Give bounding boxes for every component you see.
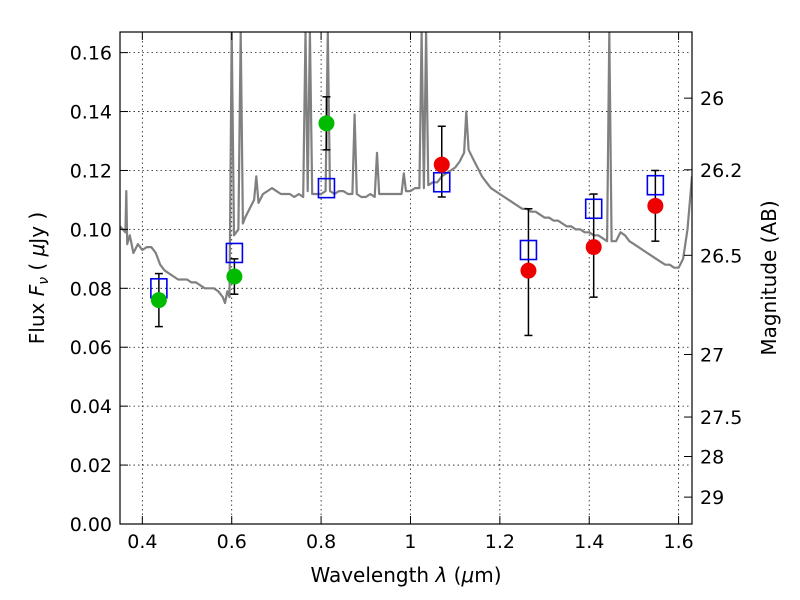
plot-frame <box>119 31 693 525</box>
y-tick-label: 0.04 <box>70 396 112 418</box>
y-tick-label: 0.06 <box>70 337 112 359</box>
model-square-marker <box>519 239 538 261</box>
x-axis-label: Wavelength λ (μm) <box>310 563 501 587</box>
y2-tick-label: 26 <box>700 88 724 110</box>
observed-circle-marker <box>585 239 602 256</box>
model-square-marker <box>646 174 665 196</box>
y2-tick-label: 28 <box>700 447 724 469</box>
x-tick-label: 0.6 <box>217 531 247 553</box>
x-tick-label: 1.2 <box>485 531 515 553</box>
observed-circle-marker <box>433 156 450 173</box>
model-square-marker <box>432 171 451 193</box>
y-axis-ticks: 0.00 0.02 0.04 0.06 0.08 0.10 0.12 0.14 0.16 <box>70 43 128 536</box>
y2-axis-label: Magnitude (AB) <box>757 200 781 355</box>
y-tick-label: 0.10 <box>70 219 112 241</box>
x-tick-label: 1 <box>404 531 416 553</box>
y-tick-label: 0.16 <box>70 43 112 65</box>
y-tick-label: 0.02 <box>70 455 112 477</box>
observed-photometry <box>150 115 664 309</box>
y2-tick-label: 26.5 <box>700 245 742 267</box>
observed-circle-marker <box>318 115 335 132</box>
spectrum-line <box>120 32 692 305</box>
y-tick-label: 0.00 <box>70 514 112 536</box>
observed-circle-marker <box>647 197 664 214</box>
y2-tick-label: 27.5 <box>700 407 742 429</box>
y2-tick-label: 29 <box>700 487 724 509</box>
y2-tick-label: 27 <box>700 344 724 366</box>
observed-circle-marker <box>150 292 167 309</box>
y-tick-label: 0.08 <box>70 278 112 300</box>
grid <box>120 32 692 525</box>
x-tick-label: 1.6 <box>663 531 693 553</box>
x-tick-label: 0.4 <box>127 531 157 553</box>
x-tick-label: 0.8 <box>306 531 336 553</box>
x-tick-label: 1.4 <box>574 531 604 553</box>
model-square-marker <box>225 242 244 264</box>
model-square-marker <box>584 198 603 220</box>
model-square-marker <box>317 177 336 199</box>
y-tick-label: 0.14 <box>70 102 112 124</box>
y2-tick-label: 26.2 <box>700 160 742 182</box>
y2-axis-ticks: 26 26.2 26.5 27 27.5 28 29 <box>684 88 742 509</box>
observed-circle-marker <box>520 262 537 279</box>
y-tick-label: 0.12 <box>70 160 112 182</box>
observed-circle-marker <box>226 268 243 285</box>
model-spectrum <box>120 32 692 305</box>
y-axis-label: Flux Fν ( μJy ) <box>25 212 52 344</box>
x-axis-ticks: 0.4 0.6 0.8 1 1.2 1.4 1.6 <box>127 32 694 553</box>
model-photometry <box>150 171 665 299</box>
